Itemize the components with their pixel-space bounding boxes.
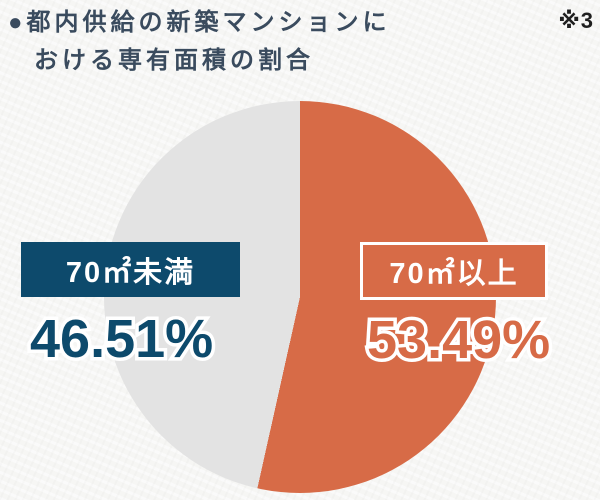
chart-title-line-2: おける専有面積の割合 — [34, 47, 314, 74]
chart-title-line-1: ●都内供給の新築マンションに — [8, 9, 391, 36]
percentage-under-70sqm: 46.51% 46.51% — [26, 309, 216, 370]
chart-title: ●都内供給の新築マンションに おける専有面積の割合 — [8, 4, 391, 80]
percentage-over-70sqm: 53.49% 53.49% — [363, 310, 553, 371]
percentage-over-70sqm-value: 53.49% — [367, 310, 551, 370]
label-box-over-70sqm-text: 70㎡以上 — [389, 258, 519, 290]
label-box-under-70sqm-text: 70㎡未満 — [65, 256, 196, 289]
percentage-under-70sqm-value: 46.51% — [30, 309, 214, 369]
label-box-under-70sqm: 70㎡未満 — [21, 242, 240, 297]
label-box-over-70sqm: 70㎡以上 — [360, 242, 548, 300]
percentage-under-70sqm-outline: 46.51% — [26, 309, 216, 370]
footnote-reference: ※3 — [558, 8, 594, 33]
percentage-over-70sqm-outline: 53.49% — [363, 310, 553, 371]
